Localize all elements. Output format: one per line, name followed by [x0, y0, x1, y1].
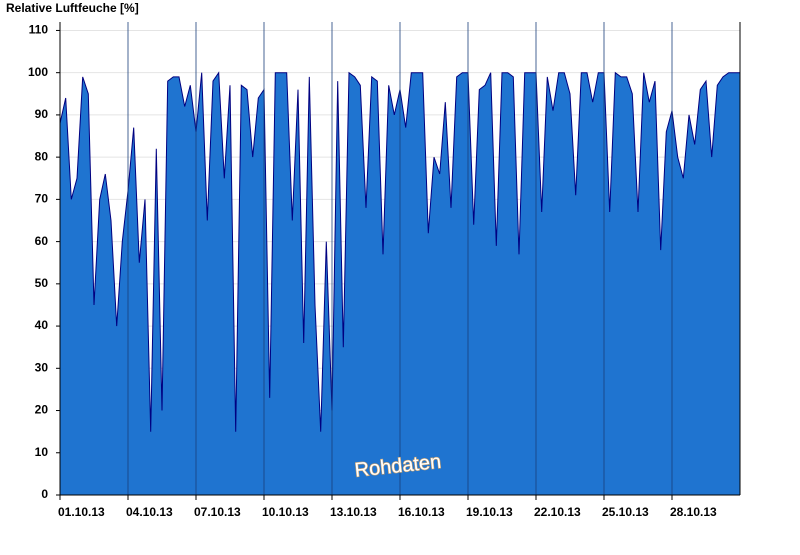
y-tick-label: 10 [35, 445, 49, 459]
y-tick-label: 50 [35, 276, 49, 290]
x-tick-label: 28.10.13 [670, 505, 717, 519]
y-tick-label: 110 [29, 23, 49, 37]
x-tick-label: 13.10.13 [330, 505, 377, 519]
chart-title: Relative Luftfeuche [%] [6, 1, 139, 15]
y-tick-label: 0 [41, 487, 48, 501]
x-tick-label: 22.10.13 [534, 505, 581, 519]
x-tick-label: 25.10.13 [602, 505, 649, 519]
x-tick-label: 04.10.13 [126, 505, 173, 519]
y-tick-label: 70 [35, 192, 49, 206]
y-tick-label: 90 [35, 107, 49, 121]
y-tick-label: 40 [35, 318, 49, 332]
x-tick-label: 01.10.13 [58, 505, 105, 519]
y-tick-label: 30 [35, 360, 49, 374]
y-tick-label: 100 [28, 65, 48, 79]
x-tick-label: 07.10.13 [194, 505, 241, 519]
x-tick-label: 16.10.13 [398, 505, 445, 519]
x-tick-label: 19.10.13 [466, 505, 513, 519]
y-tick-label: 80 [35, 149, 49, 163]
x-tick-label: 10.10.13 [262, 505, 309, 519]
y-tick-label: 60 [35, 234, 49, 248]
y-tick-label: 20 [35, 403, 49, 417]
